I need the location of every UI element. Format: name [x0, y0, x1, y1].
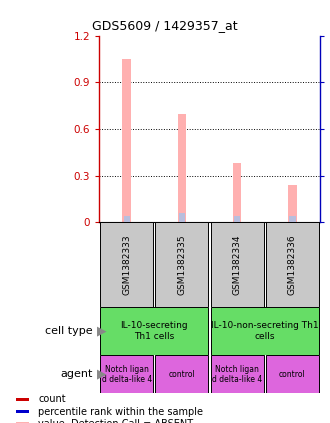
Bar [100, 307, 209, 355]
Bar [100, 355, 153, 393]
Bar [234, 216, 240, 222]
Bar [288, 185, 297, 222]
Bar [155, 222, 209, 307]
Bar [179, 213, 185, 222]
Text: ▶: ▶ [97, 368, 107, 381]
Text: value, Detection Call = ABSENT: value, Detection Call = ABSENT [38, 419, 193, 423]
Bar [289, 216, 295, 222]
Text: GSM1382335: GSM1382335 [178, 234, 186, 295]
Bar [155, 355, 209, 393]
Bar [266, 355, 319, 393]
Bar [124, 216, 130, 222]
Text: IL-10-secreting
Th1 cells: IL-10-secreting Th1 cells [120, 321, 188, 341]
Text: control: control [279, 370, 306, 379]
Text: agent: agent [60, 369, 92, 379]
Text: Notch ligan
d delta-like 4: Notch ligan d delta-like 4 [212, 365, 262, 384]
Text: GDS5609 / 1429357_at: GDS5609 / 1429357_at [92, 19, 238, 32]
Bar [16, 410, 29, 413]
Text: GSM1382336: GSM1382336 [288, 234, 297, 295]
Text: GSM1382333: GSM1382333 [122, 234, 131, 295]
Bar [178, 113, 186, 222]
Bar [211, 307, 319, 355]
Bar [122, 59, 131, 222]
Text: percentile rank within the sample: percentile rank within the sample [38, 407, 203, 417]
Text: Notch ligan
d delta-like 4: Notch ligan d delta-like 4 [102, 365, 152, 384]
Bar [233, 163, 241, 222]
Text: control: control [169, 370, 195, 379]
Bar [16, 398, 29, 401]
Text: IL-10-non-secreting Th1
cells: IL-10-non-secreting Th1 cells [211, 321, 319, 341]
Bar [266, 222, 319, 307]
Bar [16, 422, 29, 423]
Text: GSM1382334: GSM1382334 [233, 234, 242, 295]
Text: count: count [38, 395, 66, 404]
Text: cell type: cell type [45, 326, 92, 336]
Bar [211, 222, 264, 307]
Bar [211, 355, 264, 393]
Text: ▶: ▶ [97, 324, 107, 338]
Bar [100, 222, 153, 307]
